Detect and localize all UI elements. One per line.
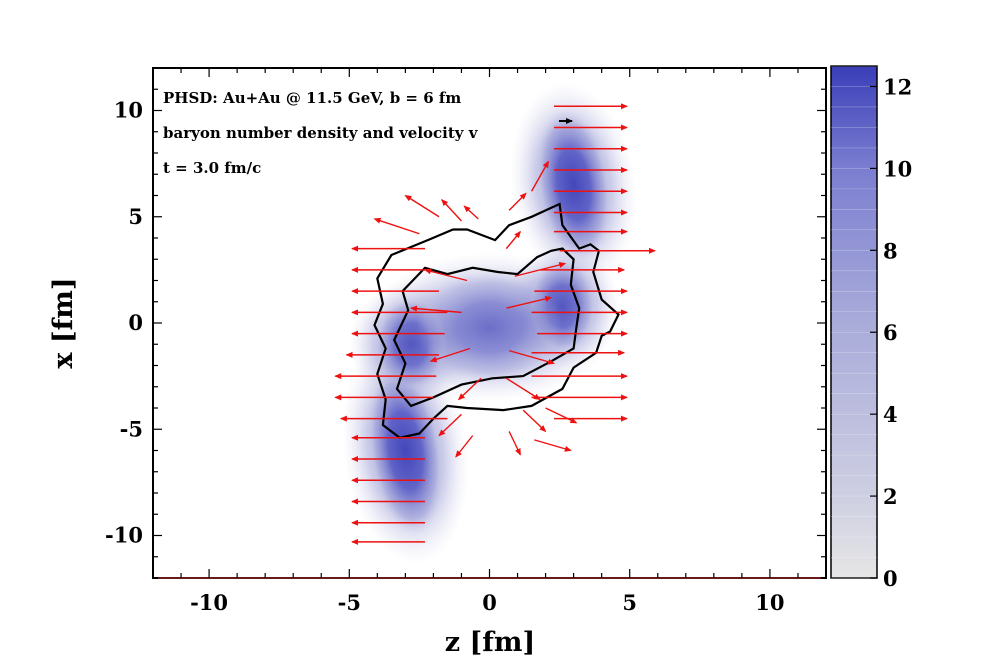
y-tick-label: -5 — [120, 416, 143, 441]
velocity-arrow — [441, 199, 462, 222]
colorbar-ticks: 0 2 4 6 8 10 12 — [831, 65, 912, 591]
colorbar-tick-label: 2 — [883, 484, 898, 509]
velocity-arrow — [424, 268, 468, 282]
y-tick-label: 0 — [128, 310, 143, 335]
colorbar-tick-label: 10 — [883, 156, 912, 181]
velocity-arrow — [457, 377, 482, 401]
velocity-arrow — [522, 409, 547, 433]
y-axis-label: x [fm] — [48, 277, 79, 368]
velocity-arrow — [438, 413, 462, 437]
x-tick-label: -10 — [190, 590, 228, 615]
velocity-arrow — [409, 305, 462, 314]
velocity-arrow — [514, 262, 567, 277]
density-blob-left-spectator — [367, 366, 444, 535]
velocity-arrow — [534, 439, 572, 452]
velocity-arrow — [505, 377, 541, 401]
velocity-arrow — [506, 295, 553, 309]
y-tick-label: 10 — [114, 98, 143, 123]
velocity-arrow — [508, 192, 527, 211]
x-axis-label: z [fm] — [445, 627, 535, 658]
annotation-title: PHSD: Au+Au @ 11.5 GeV, b = 6 fm — [163, 89, 461, 107]
velocity-arrows — [334, 103, 656, 545]
x-tick-label: 10 — [755, 590, 784, 615]
velocity-arrow — [429, 347, 471, 363]
axis-ticks: -10 -5 0 5 10 -10 -5 0 5 10 — [105, 67, 827, 615]
x-tick-label: 0 — [482, 590, 497, 615]
velocity-arrow — [463, 205, 479, 220]
y-tick-label: 5 — [128, 204, 143, 229]
velocity-arrow — [545, 407, 578, 424]
velocity-arrow — [505, 230, 521, 250]
velocity-arrow — [404, 194, 440, 218]
contour-inner — [392, 247, 581, 408]
colorbar-tick-label: 12 — [883, 74, 912, 99]
velocity-arrow — [508, 349, 555, 365]
annotations: PHSD: Au+Au @ 11.5 GeV, b = 6 fm baryon … — [163, 89, 573, 177]
velocity-arrow — [455, 435, 474, 458]
velocity-arrow — [373, 217, 420, 235]
colorbar-tick-label: 4 — [883, 402, 898, 427]
colorbar-tick-label: 0 — [883, 566, 898, 591]
velocity-arrow — [530, 160, 549, 192]
x-tick-label: -5 — [338, 590, 361, 615]
colorbar — [830, 65, 878, 579]
annotation-time: t = 3.0 fm/c — [163, 159, 261, 177]
density-blob-right-spectator — [535, 108, 612, 261]
x-tick-label: 5 — [622, 590, 637, 615]
density-contours — [373, 202, 620, 439]
contour-outer — [373, 202, 620, 439]
colorbar-tick-label: 8 — [883, 238, 898, 263]
annotation-quantity: baryon number density and velocity v — [163, 124, 479, 142]
colorbar-tick-label: 6 — [883, 320, 898, 345]
y-tick-label: -10 — [105, 523, 143, 548]
velocity-arrow — [508, 431, 521, 456]
